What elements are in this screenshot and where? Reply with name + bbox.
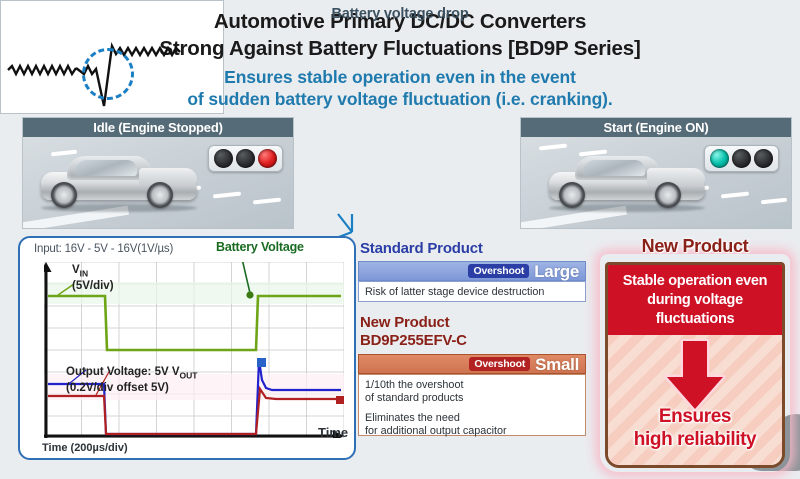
traffic-light-start (704, 145, 779, 172)
highlight-circle (82, 48, 134, 100)
chart-axes (44, 262, 344, 438)
new-product-card-bottom-text: Ensures high reliability (608, 405, 782, 465)
standard-overshoot-size: Large (534, 261, 579, 281)
lamp-red-icon (258, 149, 277, 168)
vout-blue-leader (69, 369, 87, 384)
panel-start-body (521, 137, 791, 228)
battery-voltage-legend-label: Battery Voltage (216, 240, 304, 254)
standard-note: Risk of latter stage device destruction (358, 281, 586, 302)
new-product-card-header: New Product (641, 236, 749, 256)
vout-red-leader (95, 369, 111, 396)
overshoot-marker-red (336, 396, 344, 404)
new-product-part-number: BD9P255EFV-C (360, 332, 467, 349)
vin-leader-line (57, 283, 75, 296)
panel-start: Start (Engine ON) (520, 117, 792, 229)
bottom-line-1: Ensures (658, 406, 732, 427)
new-overshoot-size: Small (535, 354, 579, 374)
new-product-card-bottom: Ensures high reliability (608, 335, 782, 465)
new-overshoot-badge: Overshoot Small (358, 354, 586, 374)
chart-input-caption: Input: 16V - 5V - 16V(1V/µs) (34, 243, 174, 255)
lamp-off-icon (732, 149, 751, 168)
new-note-2: of standard products (365, 392, 464, 404)
down-arrow-icon (664, 339, 726, 412)
new-product-card-top-text: Stable operation even during voltage flu… (608, 265, 782, 335)
panel-start-header: Start (Engine ON) (521, 118, 791, 137)
chart-time-caption: Time (200µs/div) (42, 442, 128, 454)
traffic-light-idle (208, 145, 283, 172)
car-illustration (35, 152, 203, 216)
battery-drop-title: Battery voltage drop (331, 6, 469, 22)
standard-overshoot-badge: Overshoot Large (358, 261, 586, 281)
car-illustration (543, 152, 711, 216)
page-title: Automotive Primary DC/DC Converters Stro… (0, 8, 800, 62)
standard-product-title: Standard Product (360, 240, 483, 257)
lamp-off-icon (214, 149, 233, 168)
new-product-notes: 1/10th the overshoot of standard product… (358, 374, 586, 437)
title-line-1: Automotive Primary DC/DC Converters (213, 10, 587, 33)
subtitle-line-1: Ensures stable operation even in the eve… (224, 67, 576, 87)
vin-axis-label: VIN (5V/div) (72, 264, 114, 293)
battery-label-marker (246, 291, 254, 299)
new-note-3: Eliminates the need (365, 412, 460, 424)
battery-label-leader (241, 262, 251, 294)
vout-axis-label: Output Voltage: 5V VOUT (0.2V/div offset… (66, 366, 198, 395)
panel-idle-header: Idle (Engine Stopped) (23, 118, 293, 137)
bottom-line-2: high reliability (633, 429, 757, 450)
waveform-chart-card: Input: 16V - 5V - 16V(1V/µs) (18, 236, 356, 460)
lamp-off-icon (236, 149, 255, 168)
panel-idle-body (23, 137, 293, 228)
new-product-card-frame: Stable operation even during voltage flu… (605, 262, 785, 468)
chart-time-axis-label: Time (318, 425, 349, 440)
subtitle-line-2: of sudden battery voltage fluctuation (i… (187, 89, 613, 109)
new-product-title: New Product (360, 314, 450, 331)
page-subtitle: Ensures stable operation even in the eve… (0, 66, 800, 110)
series-battery-voltage (48, 294, 341, 352)
title-line-2: Strong Against Battery Fluctuations [BD9… (159, 37, 641, 60)
new-overshoot-tag: Overshoot (469, 357, 531, 371)
new-note-1: 1/10th the overshoot (365, 379, 464, 391)
oscilloscope-plot (44, 262, 344, 438)
overshoot-marker-blue (257, 358, 266, 367)
series-new-vout (48, 385, 341, 436)
new-note-4: for additional output capacitor (365, 425, 507, 437)
comparison-info-column: Standard Product Overshoot Large Risk of… (358, 238, 590, 460)
panel-idle: Idle (Engine Stopped) (22, 117, 294, 229)
lamp-off-icon (754, 149, 773, 168)
standard-overshoot-tag: Overshoot (468, 264, 530, 278)
lamp-green-icon (710, 149, 729, 168)
new-product-callout-card: New Product Stable operation even during… (600, 236, 790, 472)
